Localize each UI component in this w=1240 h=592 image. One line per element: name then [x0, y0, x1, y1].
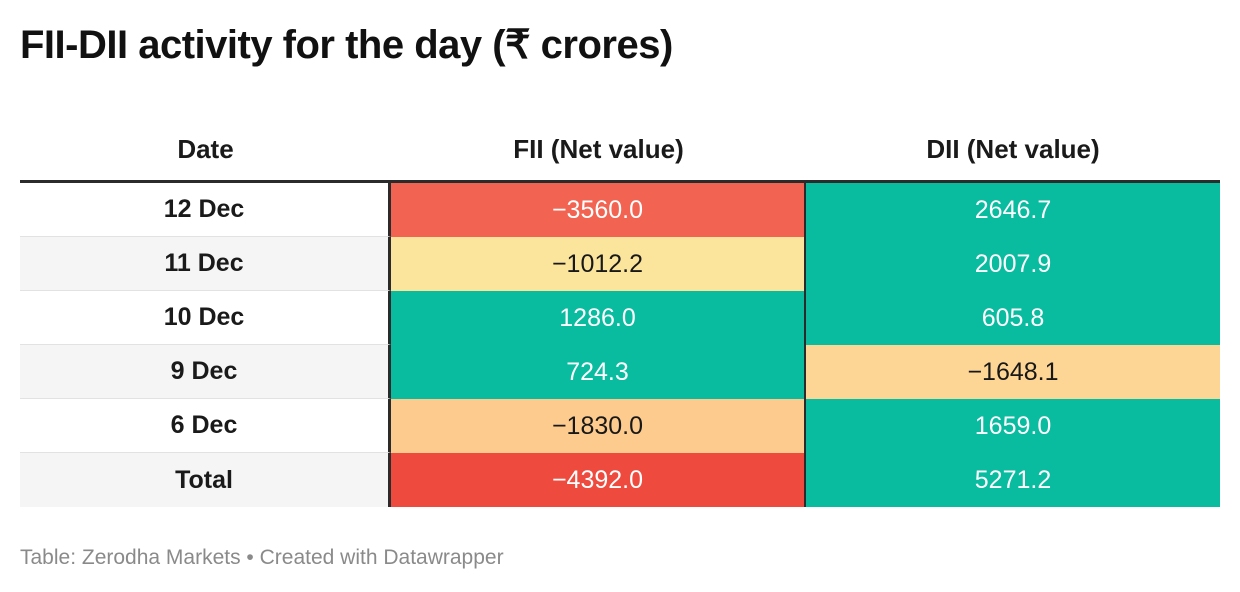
fii-value-cell: −1830.0	[391, 399, 806, 453]
source-footer: Table: Zerodha Markets • Created with Da…	[20, 546, 504, 569]
dii-value-cell: 605.8	[806, 291, 1220, 345]
table-row: 10 Dec 1286.0 605.8	[20, 291, 1220, 345]
table-row: 9 Dec 724.3 −1648.1	[20, 345, 1220, 399]
header-fii: FII (Net value)	[513, 133, 684, 164]
table-row: Total −4392.0 5271.2	[20, 453, 1220, 507]
table-header: Date FII (Net value) DII (Net value)	[20, 118, 1220, 183]
date-cell: 10 Dec	[20, 291, 391, 345]
dii-value-cell: 2646.7	[806, 183, 1220, 237]
date-cell: 9 Dec	[20, 345, 391, 399]
date-cell: 12 Dec	[20, 183, 391, 237]
table-row: 12 Dec −3560.0 2646.7	[20, 183, 1220, 237]
dii-value-cell: 5271.2	[806, 453, 1220, 507]
fii-value-cell: −3560.0	[391, 183, 806, 237]
fii-dii-table: Date FII (Net value) DII (Net value) 12 …	[20, 118, 1220, 507]
header-dii: DII (Net value)	[926, 133, 1100, 164]
date-cell: Total	[20, 453, 391, 507]
fii-value-cell: 1286.0	[391, 291, 806, 345]
fii-value-cell: −1012.2	[391, 237, 806, 291]
table-row: 6 Dec −1830.0 1659.0	[20, 399, 1220, 453]
date-cell: 6 Dec	[20, 399, 391, 453]
fii-value-cell: −4392.0	[391, 453, 806, 507]
dii-value-cell: 1659.0	[806, 399, 1220, 453]
fii-value-cell: 724.3	[391, 345, 806, 399]
header-date: Date	[177, 133, 234, 164]
table-body: 12 Dec −3560.0 2646.7 11 Dec −1012.2 2007.9 10…	[20, 183, 1220, 507]
date-cell: 11 Dec	[20, 237, 391, 291]
dii-value-cell: −1648.1	[806, 345, 1220, 399]
dii-value-cell: 2007.9	[806, 237, 1220, 291]
chart-title: FII-DII activity for the day (₹ crores)	[20, 23, 673, 67]
table-row: 11 Dec −1012.2 2007.9	[20, 237, 1220, 291]
